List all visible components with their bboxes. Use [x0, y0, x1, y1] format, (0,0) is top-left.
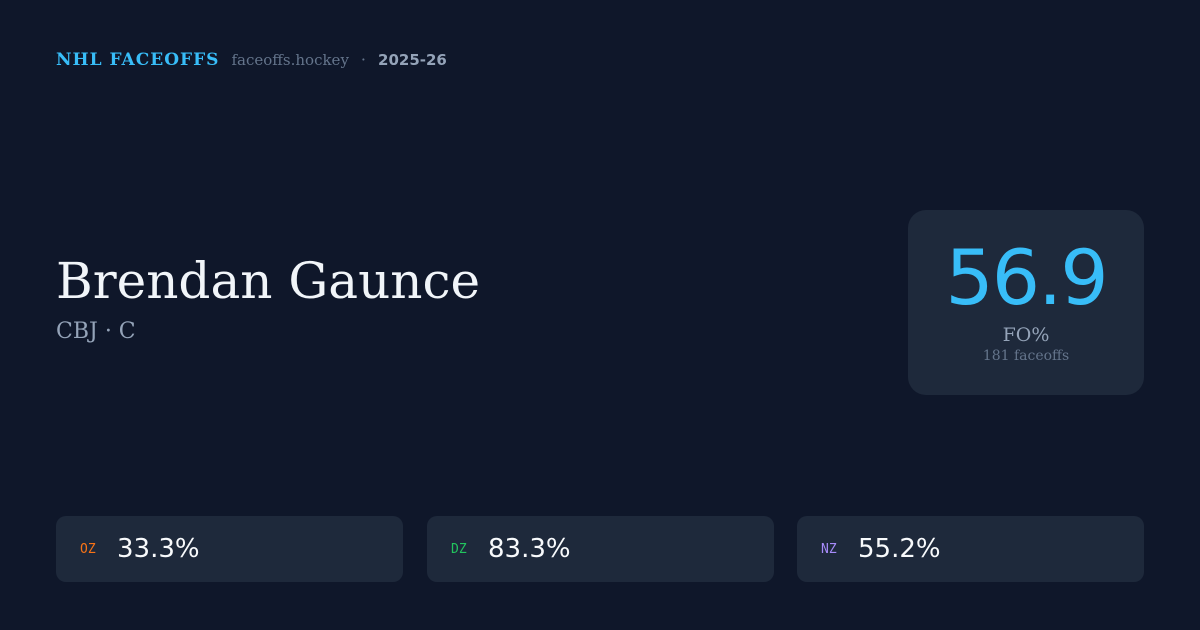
zone-label: DZ [451, 541, 467, 557]
zone-card-oz: OZ 33.3% [56, 516, 403, 582]
zone-card-nz: NZ 55.2% [797, 516, 1144, 582]
site-name: faceoffs.hockey [231, 51, 349, 69]
season: 2025-26 [378, 51, 447, 69]
player-name: Brendan Gaunce [56, 252, 481, 310]
fo-percent-card: 56.9 FO% 181 faceoffs [908, 210, 1144, 395]
fo-percent-value: 56.9 [945, 233, 1108, 322]
zone-label: OZ [80, 541, 96, 557]
zone-card-dz: DZ 83.3% [427, 516, 774, 582]
player-subtitle: CBJ · C [56, 319, 136, 344]
header: NHL FACEOFFS faceoffs.hockey · 2025-26 [56, 50, 447, 70]
zone-value: 55.2% [858, 534, 941, 564]
brand: NHL FACEOFFS [56, 50, 220, 70]
zone-value: 83.3% [488, 534, 571, 564]
separator: · [360, 50, 367, 69]
fo-percent-label: FO% [1002, 324, 1050, 346]
faceoff-count: 181 faceoffs [982, 348, 1070, 364]
zone-label: NZ [821, 541, 837, 557]
zone-value: 33.3% [117, 534, 200, 564]
